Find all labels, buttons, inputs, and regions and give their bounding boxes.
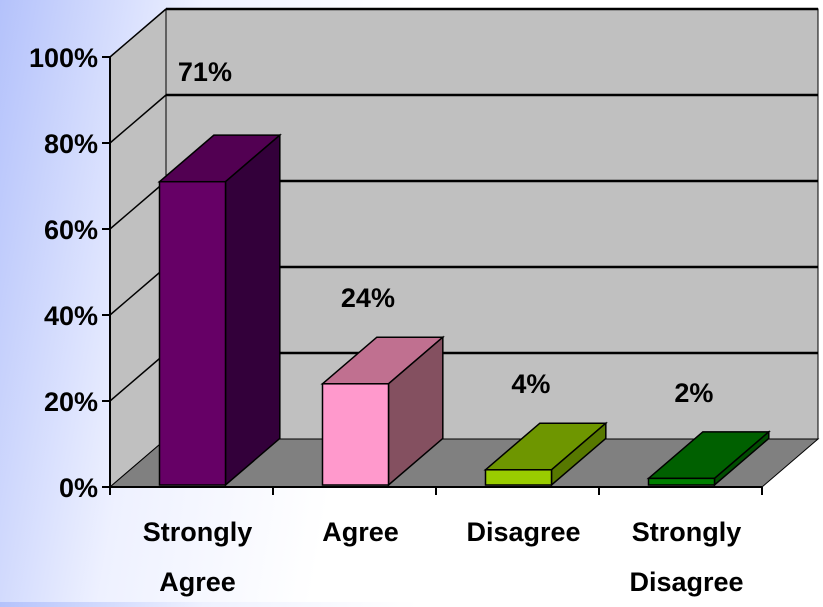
x-tick-label: Agree — [159, 567, 236, 597]
y-tick-label: 80% — [44, 129, 98, 159]
y-tick-label: 20% — [44, 387, 98, 417]
gridline-side — [109, 8, 167, 58]
gridline-side — [109, 180, 167, 230]
bar — [157, 133, 282, 487]
data-label: 4% — [511, 369, 550, 399]
gridline-side — [109, 266, 167, 316]
y-tick-label: 40% — [44, 301, 98, 331]
bar — [483, 421, 608, 487]
data-label: 24% — [341, 283, 395, 313]
x-tick-label: Disagree — [629, 567, 743, 597]
side-wall — [109, 7, 167, 489]
x-tick-label: Strongly — [143, 517, 253, 547]
y-tick-label: 60% — [44, 215, 98, 245]
y-tick-label: 0% — [59, 473, 98, 503]
bar-side — [224, 133, 281, 487]
y-tick-label: 100% — [29, 43, 98, 73]
gridline-side — [109, 352, 167, 402]
bar-front — [321, 383, 390, 486]
bar — [646, 430, 771, 487]
x-tick-label: Agree — [322, 517, 399, 547]
bar — [320, 335, 445, 487]
x-tick-label: Strongly — [632, 517, 742, 547]
data-label: 71% — [178, 57, 232, 87]
x-tick-label: Disagree — [466, 517, 580, 547]
bar-front — [647, 477, 716, 486]
gridline-side — [109, 94, 167, 144]
bar-front — [484, 469, 553, 486]
data-label: 2% — [674, 378, 713, 408]
bar-front — [158, 180, 227, 486]
